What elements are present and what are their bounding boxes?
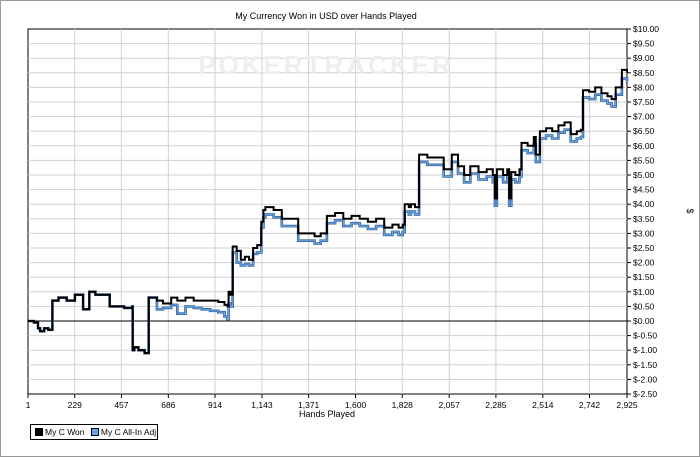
y-tick-label: $9.50 <box>633 39 655 49</box>
legend-swatch-allin <box>90 428 99 436</box>
x-tick-label: 2,514 <box>532 400 554 410</box>
legend-item-won: My C Won <box>35 425 85 439</box>
y-tick-label: $3.50 <box>633 214 655 224</box>
legend-swatch-won <box>35 428 43 436</box>
plot-area <box>27 28 628 395</box>
y-axis-title: $ <box>685 208 695 213</box>
x-tick-label: 2,925 <box>616 400 638 410</box>
legend-label-allin: My C All-In Adj <box>100 427 157 437</box>
y-tick-label: $-2.00 <box>633 374 657 384</box>
x-tick-label: 1,828 <box>392 400 414 410</box>
legend: My C Won My C All-In Adj <box>30 424 158 440</box>
y-axis-ticks: $-2.50 $-2.00 $-1.50 $-1.00 $-0.50 $0.00 $0.50… <box>627 24 659 399</box>
x-axis-ticks: 1 229 457 686 914 1,143 1,371 1,600 1,828 2,057 2,… <box>26 394 638 410</box>
series-layer <box>28 68 629 355</box>
y-tick-label: $4.50 <box>633 185 655 195</box>
x-tick-label: 1,371 <box>298 400 320 410</box>
y-tick-label: $-2.50 <box>633 389 657 399</box>
x-tick-label: 2,057 <box>439 400 461 410</box>
x-axis-title: Hands Played <box>299 409 355 419</box>
y-tick-label: $7.50 <box>633 97 655 107</box>
x-tick-label: 1,143 <box>251 400 273 410</box>
y-tick-label: $8.50 <box>633 68 655 78</box>
watermark: POKERTRACKER <box>198 50 454 80</box>
y-tick-label: $7.00 <box>633 112 655 122</box>
x-tick-label: 1 <box>26 400 31 410</box>
legend-label-won: My C Won <box>45 427 85 437</box>
y-tick-label: $1.50 <box>633 272 655 282</box>
y-tick-label: $2.50 <box>633 243 655 253</box>
y-tick-label: $1.00 <box>633 287 655 297</box>
y-tick-label: $8.00 <box>633 82 655 92</box>
y-tick-label: $9.00 <box>633 53 655 63</box>
y-tick-label: $5.00 <box>633 170 655 180</box>
y-tick-label: $-1.50 <box>633 360 657 370</box>
y-tick-label: $-0.50 <box>633 331 657 341</box>
x-tick-label: 229 <box>68 400 82 410</box>
watermark-text: POKERTRACKER <box>198 50 454 80</box>
x-tick-label: 2,285 <box>485 400 507 410</box>
y-tick-label: $4.00 <box>633 199 655 209</box>
y-tick-label: $-1.00 <box>633 345 657 355</box>
x-tick-label: 914 <box>208 400 222 410</box>
chart-title: My Currency Won in USD over Hands Played <box>235 11 416 21</box>
y-tick-label: $0.50 <box>633 301 655 311</box>
x-tick-label: 686 <box>161 400 175 410</box>
x-tick-label: 457 <box>114 400 128 410</box>
y-tick-label: $6.50 <box>633 126 655 136</box>
y-tick-label: $2.00 <box>633 258 655 268</box>
y-tick-label: $10.00 <box>633 24 659 34</box>
x-tick-label: 1,600 <box>345 400 367 410</box>
y-tick-label: $6.00 <box>633 141 655 151</box>
series-line-won <box>28 68 628 355</box>
y-tick-label: $0.00 <box>633 316 655 326</box>
y-tick-label: $5.50 <box>633 155 655 165</box>
legend-item-allin: My C All-In Adj <box>90 425 157 439</box>
x-tick-label: 2,742 <box>579 400 601 410</box>
y-tick-label: $3.00 <box>633 228 655 238</box>
